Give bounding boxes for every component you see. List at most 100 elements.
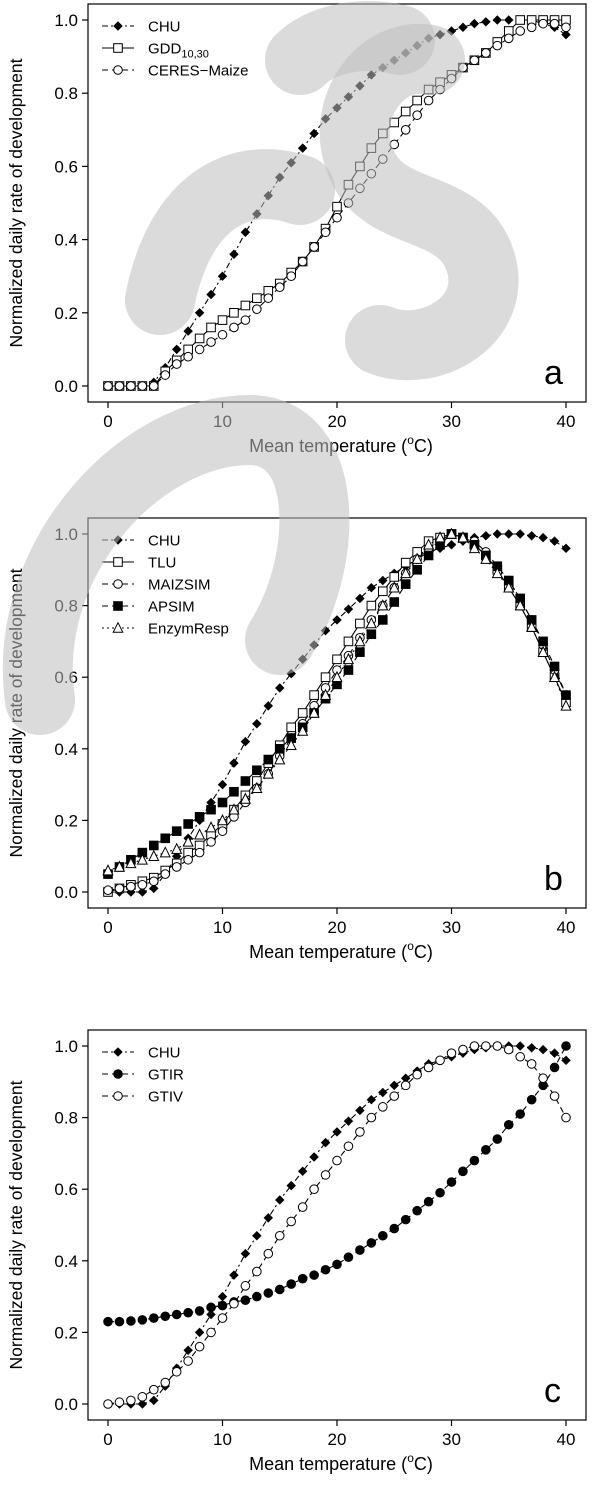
legend-label: CHU xyxy=(148,19,181,36)
data-point xyxy=(423,95,434,106)
data-point xyxy=(217,826,228,836)
data-point xyxy=(435,1055,445,1066)
y-tick-label: 0.4 xyxy=(54,740,78,759)
data-point xyxy=(320,672,331,683)
data-point xyxy=(309,1184,319,1194)
data-point xyxy=(217,271,228,281)
data-point xyxy=(446,73,457,84)
data-point xyxy=(549,1091,560,1101)
data-point xyxy=(286,1216,297,1227)
data-point xyxy=(423,84,434,95)
data-point xyxy=(217,1313,228,1323)
data-point xyxy=(217,1300,228,1311)
x-tick-label: 0 xyxy=(103,412,112,431)
data-point xyxy=(137,1315,148,1325)
data-point xyxy=(400,1080,411,1091)
y-tick-label: 0.8 xyxy=(54,597,78,616)
data-point xyxy=(355,618,365,629)
x-tick-label: 40 xyxy=(557,412,576,431)
data-point xyxy=(240,1295,251,1305)
data-point xyxy=(206,804,216,815)
data-point xyxy=(320,227,331,238)
series-enzymresp xyxy=(102,527,572,876)
data-point xyxy=(297,256,308,267)
data-point xyxy=(504,529,514,539)
legend-label: APSIM xyxy=(148,599,195,616)
data-point xyxy=(286,1279,297,1289)
data-point xyxy=(389,1223,400,1234)
x-tick-label: 40 xyxy=(557,918,576,937)
data-point xyxy=(103,885,113,896)
data-point xyxy=(366,582,377,593)
legend-marker xyxy=(113,601,123,611)
data-point xyxy=(412,1069,422,1080)
data-point xyxy=(503,1119,514,1130)
data-point xyxy=(366,1094,377,1105)
legend-marker xyxy=(113,21,123,31)
data-point xyxy=(561,29,571,40)
data-point xyxy=(194,1341,205,1352)
data-point xyxy=(389,1091,400,1101)
data-point xyxy=(263,1213,274,1223)
data-point xyxy=(149,883,159,894)
legend-label: GTIV xyxy=(148,1089,183,1106)
legend-marker xyxy=(113,1047,123,1057)
data-point xyxy=(332,1259,342,1270)
legend-label: CHU xyxy=(148,533,181,550)
data-point xyxy=(469,1041,480,1051)
x-axis-label: Mean temperature (oC) xyxy=(249,433,433,456)
y-tick-label: 0.6 xyxy=(54,157,78,176)
data-point xyxy=(561,543,571,554)
data-point xyxy=(194,1306,205,1316)
x-tick-label: 20 xyxy=(328,918,347,937)
panel-label: a xyxy=(544,354,563,392)
data-point xyxy=(366,1238,377,1248)
data-point xyxy=(538,18,548,29)
y-axis-label: Normalized daily rate of development xyxy=(6,1080,26,1369)
data-point xyxy=(240,1248,251,1259)
data-point xyxy=(149,1384,159,1395)
data-point xyxy=(549,18,560,29)
y-tick-label: 1.0 xyxy=(54,1037,78,1056)
data-point xyxy=(481,48,491,58)
data-point xyxy=(422,538,435,550)
data-point xyxy=(492,529,503,539)
data-point xyxy=(435,29,445,40)
data-point xyxy=(469,1155,480,1166)
y-tick-label: 0.4 xyxy=(54,1252,78,1271)
data-point xyxy=(171,842,183,854)
series-line xyxy=(108,1045,567,1323)
data-point xyxy=(457,531,469,543)
data-point xyxy=(481,17,491,27)
data-point xyxy=(126,381,136,391)
data-point xyxy=(355,1105,365,1116)
data-point xyxy=(183,351,193,362)
data-point xyxy=(320,1137,331,1148)
data-point xyxy=(332,212,342,223)
data-point xyxy=(194,812,205,822)
data-point xyxy=(435,1187,445,1198)
data-point xyxy=(240,315,251,325)
y-tick-label: 0.2 xyxy=(54,1323,78,1342)
legend-marker xyxy=(113,557,123,567)
data-point xyxy=(274,282,285,292)
data-point xyxy=(343,636,354,647)
data-point xyxy=(183,326,193,336)
data-point xyxy=(103,381,113,391)
data-point xyxy=(400,566,412,579)
data-point xyxy=(538,1044,548,1055)
panel-label: b xyxy=(544,860,563,898)
data-point xyxy=(388,581,400,593)
data-point xyxy=(193,828,206,840)
data-point xyxy=(229,322,239,333)
data-point xyxy=(515,1041,525,1051)
data-point xyxy=(275,172,285,183)
data-point xyxy=(458,1166,468,1177)
data-point xyxy=(126,881,136,892)
data-point xyxy=(561,22,571,33)
data-point xyxy=(274,753,286,765)
data-point xyxy=(400,579,411,589)
data-point xyxy=(252,719,262,729)
data-point xyxy=(492,1134,503,1144)
legend-label: GDD10,30 xyxy=(148,41,209,61)
